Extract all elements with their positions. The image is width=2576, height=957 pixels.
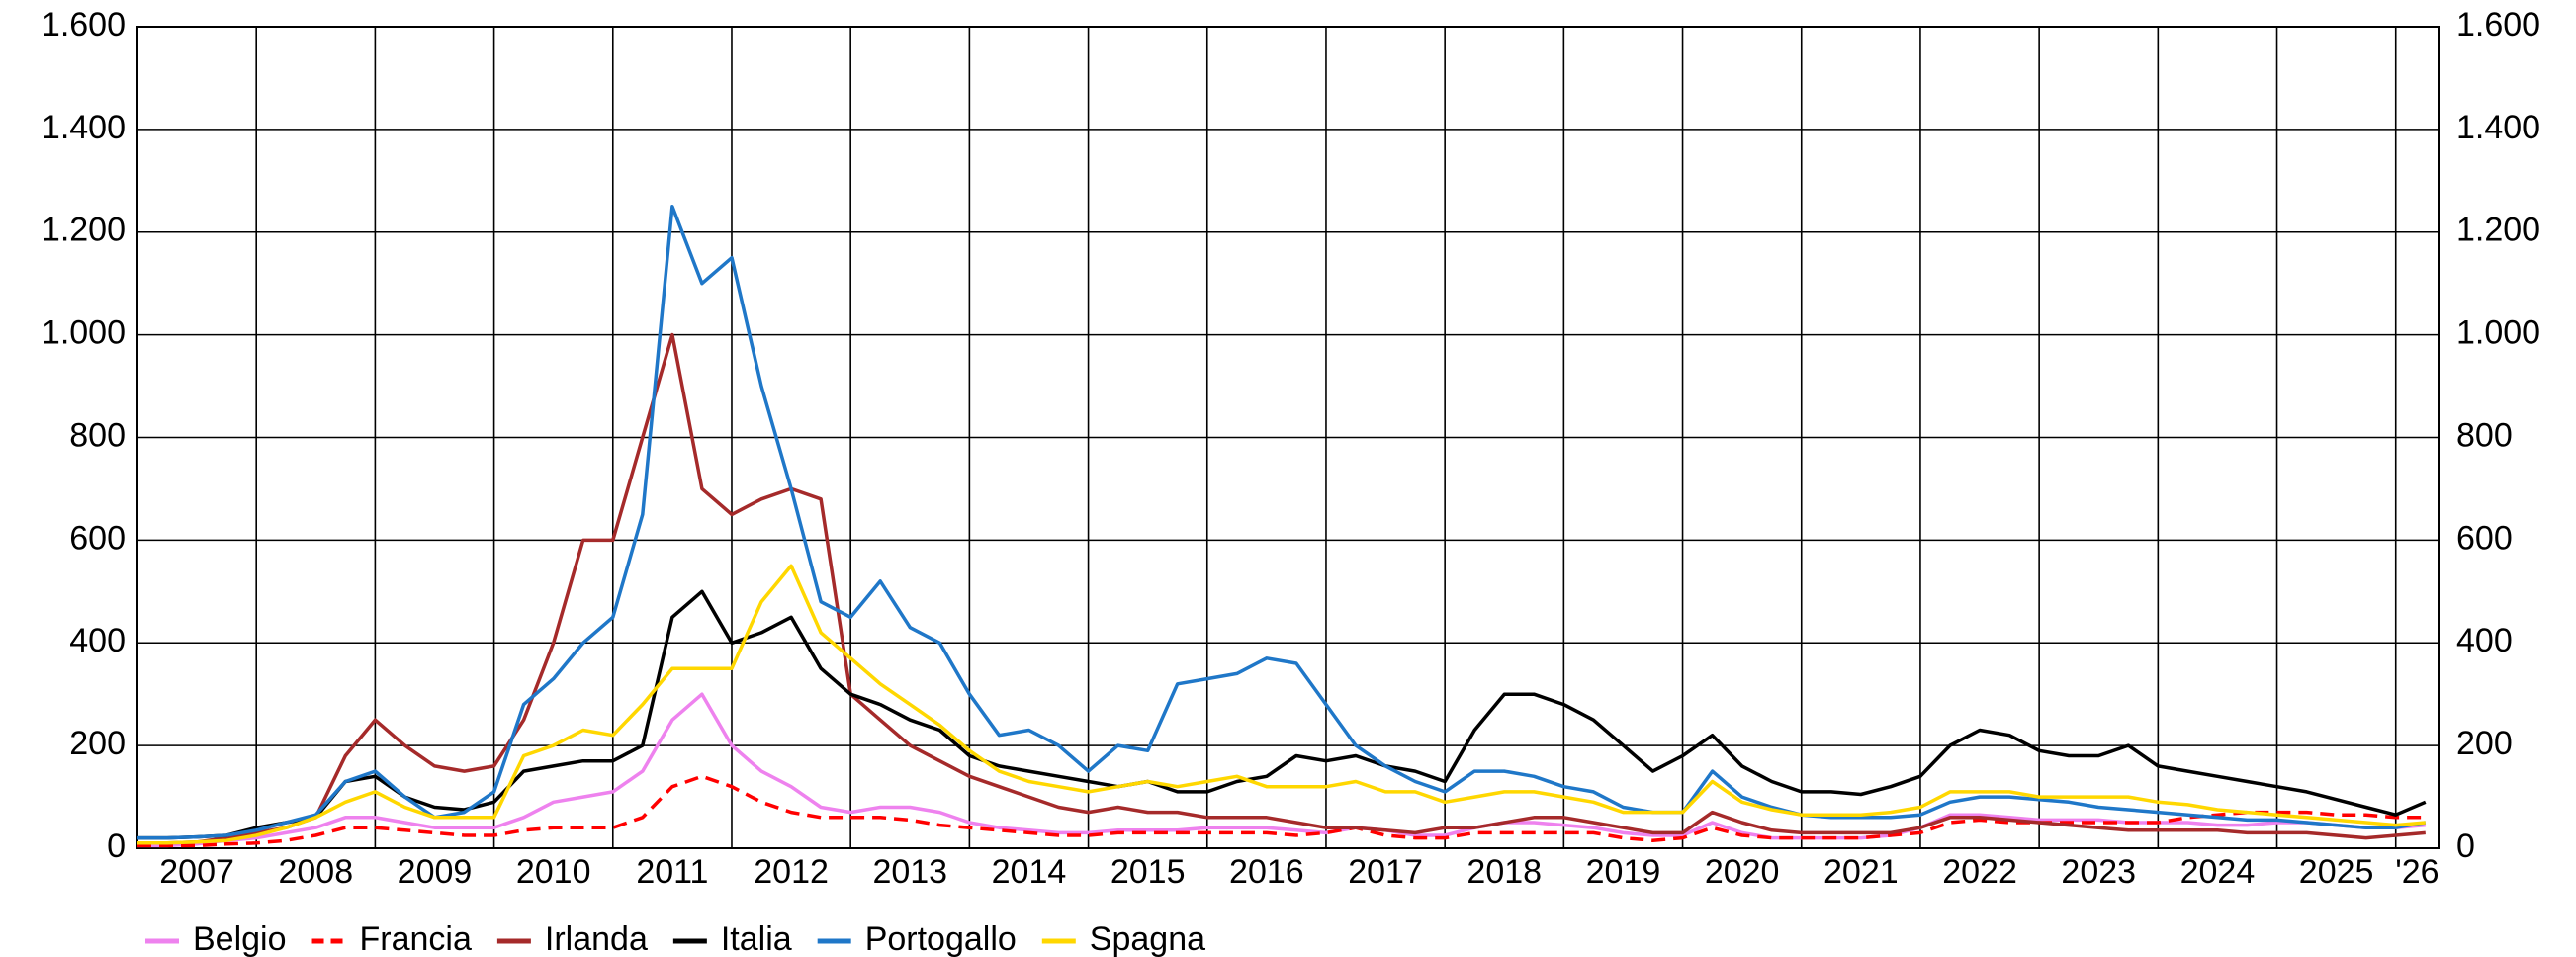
y2-tick-label: 0 <box>2456 827 2475 865</box>
series-line <box>137 205 2427 840</box>
y-tick-label: 0 <box>107 827 126 865</box>
series-line <box>137 692 2426 848</box>
y2-tick-label: 1.400 <box>2456 109 2540 146</box>
x-tick-label: 2014 <box>992 853 1067 891</box>
series-line <box>137 332 2426 845</box>
y-tick-label: 600 <box>69 519 126 557</box>
x-tick-label: 2020 <box>1705 853 1780 891</box>
x-tick-label: 2015 <box>1110 853 1186 891</box>
y2-tick-label: 400 <box>2456 622 2513 659</box>
x-tick-label: 2010 <box>516 853 591 891</box>
y-tick-label: 200 <box>69 725 126 762</box>
y2-tick-label: 1.600 <box>2456 6 2540 44</box>
x-tick-label: 2025 <box>2299 853 2374 891</box>
y2-tick-label: 800 <box>2456 416 2513 454</box>
legend-label: Spagna <box>1090 920 1205 957</box>
legend-label: Portogallo <box>865 920 1017 957</box>
x-tick-label: 2023 <box>2061 853 2136 891</box>
series-line <box>137 564 2426 845</box>
x-tick-label: 2009 <box>398 853 473 891</box>
x-tick-label: 2018 <box>1466 853 1542 891</box>
x-tick-label: 2016 <box>1229 853 1304 891</box>
y2-tick-label: 1.000 <box>2456 314 2540 352</box>
legend-label: Belgio <box>193 920 287 957</box>
x-tick-label: 2011 <box>636 853 708 891</box>
y2-tick-label: 200 <box>2456 725 2513 762</box>
plot-frame <box>136 26 2440 849</box>
legend-label: Irlanda <box>545 920 648 957</box>
y-tick-label: 1.400 <box>42 109 126 146</box>
x-tick-label: 2008 <box>278 853 353 891</box>
x-tick-label: 2021 <box>1823 853 1899 891</box>
y-tick-label: 1.200 <box>42 212 126 249</box>
y2-tick-label: 1.200 <box>2456 212 2540 249</box>
y-tick-label: 1.600 <box>42 6 126 44</box>
y-tick-label: 800 <box>69 416 126 454</box>
series-line <box>137 589 2427 840</box>
legend-label: Italia <box>721 920 792 957</box>
y-tick-label: 1.000 <box>42 314 126 352</box>
y-tick-label: 400 <box>69 622 126 659</box>
y2-tick-label: 600 <box>2456 519 2513 557</box>
x-tick-label: 2024 <box>2180 853 2256 891</box>
x-tick-label: 2017 <box>1348 853 1423 891</box>
x-tick-label: 2022 <box>1942 853 2017 891</box>
x-tick-label: 2007 <box>159 853 234 891</box>
x-tick-label: '26 <box>2395 853 2439 891</box>
x-tick-label: 2019 <box>1586 853 1661 891</box>
x-tick-label: 2012 <box>754 853 829 891</box>
legend-label: Francia <box>360 920 472 957</box>
x-tick-label: 2013 <box>872 853 947 891</box>
